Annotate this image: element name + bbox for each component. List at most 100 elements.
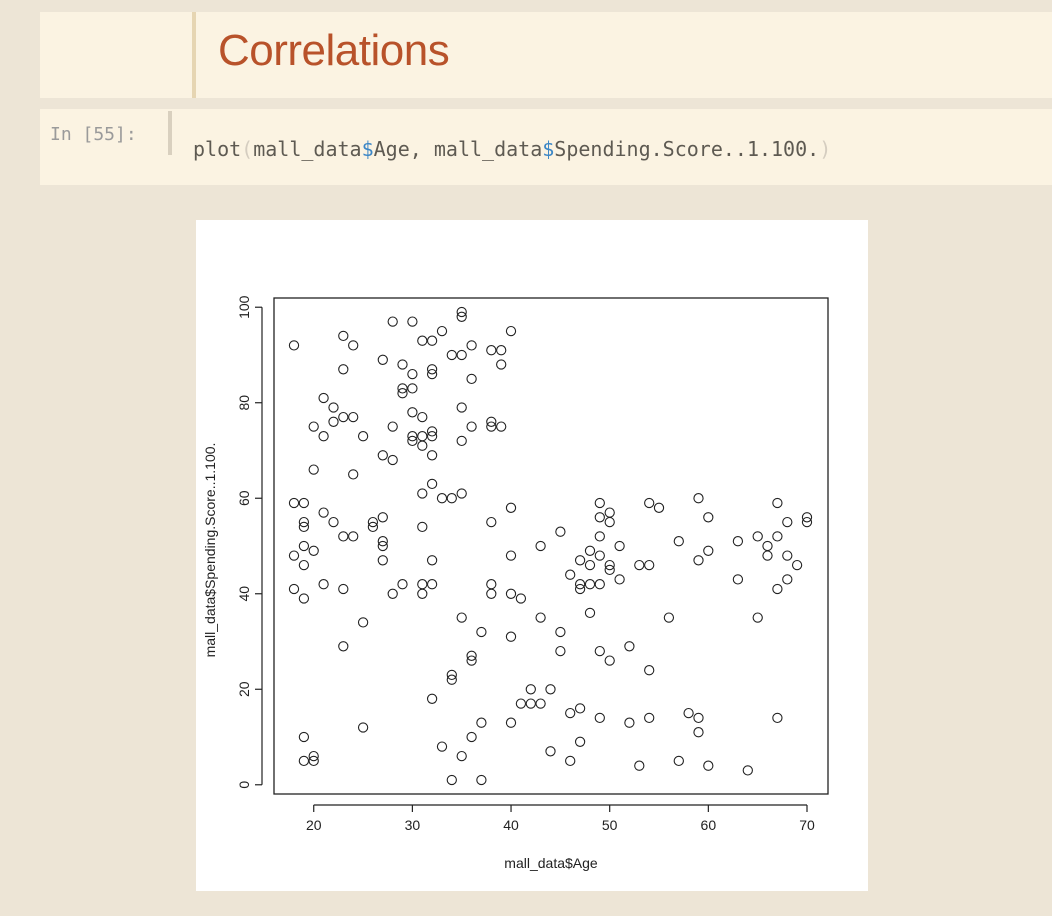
data-point	[663, 612, 675, 623]
data-point	[693, 727, 704, 738]
data-point	[456, 349, 467, 361]
data-point	[456, 311, 467, 322]
data-point	[446, 493, 457, 504]
code-object: mall_data	[253, 137, 362, 161]
data-point	[298, 731, 310, 743]
data-point	[377, 555, 388, 566]
data-point	[338, 330, 349, 342]
data-point	[535, 698, 546, 709]
data-point	[387, 421, 398, 432]
y-axis-title: mall_data$Spending.Score..1.100.	[202, 443, 218, 658]
data-point	[426, 335, 438, 346]
data-point	[318, 507, 329, 518]
data-point	[486, 421, 497, 432]
markdown-cell[interactable]: Correlations	[40, 12, 1052, 98]
data-point	[328, 402, 339, 413]
data-point	[574, 703, 586, 714]
data-point	[604, 559, 615, 571]
data-point	[594, 550, 605, 561]
code-operator: $	[361, 137, 374, 161]
data-point	[377, 512, 388, 523]
data-point	[614, 574, 625, 585]
data-point	[653, 502, 665, 513]
data-point	[426, 450, 438, 461]
data-point	[496, 345, 507, 356]
data-point	[505, 325, 517, 337]
data-point	[417, 521, 428, 533]
data-point	[693, 493, 704, 504]
code-operator: $	[542, 137, 555, 161]
data-point	[436, 325, 448, 337]
data-point	[604, 564, 615, 576]
data-point	[387, 316, 398, 327]
data-point	[466, 731, 477, 743]
data-point	[407, 383, 418, 394]
y-axis: 0 20 40 60 80 100	[236, 295, 263, 789]
data-point	[446, 349, 457, 361]
data-point	[426, 555, 438, 566]
data-point	[525, 698, 536, 709]
data-point	[505, 550, 517, 561]
data-point	[328, 516, 339, 528]
data-point	[525, 684, 536, 695]
data-point	[436, 741, 448, 752]
data-point	[782, 574, 793, 585]
data-point	[288, 340, 300, 351]
data-point	[308, 545, 319, 556]
data-point	[594, 531, 605, 542]
data-point	[446, 669, 457, 681]
data-point	[377, 354, 388, 365]
data-point	[338, 641, 349, 652]
data-point	[614, 540, 625, 552]
code-cell[interactable]: In [55]: plot(mall_data$Age, mall_data$S…	[40, 109, 1052, 185]
data-point	[417, 579, 428, 590]
data-point	[456, 612, 467, 623]
data-point	[318, 392, 329, 404]
data-point	[456, 306, 467, 318]
markdown-cell-indicator	[192, 12, 196, 98]
data-point	[644, 559, 655, 571]
data-point	[456, 488, 467, 499]
data-point	[604, 507, 615, 518]
data-point	[545, 746, 556, 757]
data-point	[772, 712, 783, 724]
data-point	[476, 626, 487, 638]
data-point	[417, 440, 428, 451]
data-point	[594, 512, 605, 523]
data-point	[348, 411, 359, 423]
data-point	[486, 416, 497, 427]
plot-box	[273, 297, 829, 795]
code-field: Age,	[373, 137, 434, 161]
data-point	[565, 569, 576, 580]
data-point	[791, 559, 803, 571]
data-point	[732, 574, 744, 585]
data-point	[752, 531, 763, 542]
data-point	[417, 431, 428, 442]
code-input[interactable]: plot(mall_data$Age, mall_data$Spending.S…	[193, 137, 831, 161]
data-point	[574, 579, 586, 590]
data-point	[466, 340, 477, 351]
data-point	[574, 555, 586, 566]
data-point	[357, 617, 369, 628]
data-point	[407, 435, 418, 447]
data-point	[298, 755, 310, 767]
data-point	[288, 497, 300, 509]
data-point	[496, 359, 507, 370]
y-tick-label: 80	[236, 395, 252, 411]
data-point	[762, 550, 773, 561]
data-point	[417, 588, 428, 599]
data-point	[703, 545, 714, 556]
execution-prompt: In [55]:	[50, 124, 137, 145]
code-close-paren: )	[819, 137, 832, 161]
x-tick-label: 30	[405, 817, 421, 833]
data-point	[693, 712, 704, 724]
data-point	[752, 612, 763, 623]
data-point	[673, 536, 684, 547]
data-points	[288, 306, 813, 786]
data-point	[772, 497, 783, 509]
data-point	[505, 631, 517, 642]
data-point	[456, 402, 467, 413]
data-point	[801, 512, 813, 523]
data-point	[535, 612, 546, 623]
